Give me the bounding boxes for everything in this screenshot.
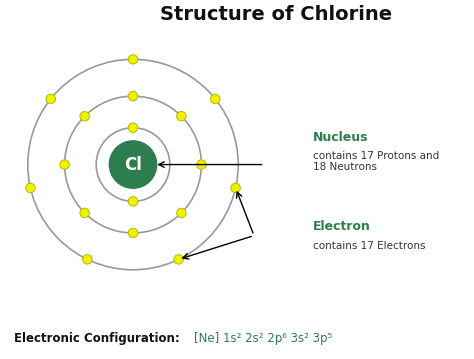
Title: Structure of Chlorine: Structure of Chlorine [160, 5, 392, 24]
Text: contains 17 Protons and
18 Neutrons: contains 17 Protons and 18 Neutrons [313, 151, 439, 172]
Circle shape [82, 255, 92, 264]
Circle shape [60, 160, 69, 169]
Text: [Ne] 1s² 2s² 2p⁶ 3s² 3p⁵: [Ne] 1s² 2s² 2p⁶ 3s² 3p⁵ [194, 332, 333, 345]
Circle shape [109, 141, 157, 188]
Text: Nucleus: Nucleus [313, 131, 368, 144]
Circle shape [231, 183, 240, 193]
Text: Cl: Cl [124, 155, 142, 173]
Circle shape [128, 92, 138, 101]
Circle shape [80, 111, 90, 121]
Circle shape [210, 94, 220, 104]
Text: Electron: Electron [313, 220, 371, 233]
Circle shape [177, 111, 186, 121]
Circle shape [80, 208, 90, 218]
Circle shape [128, 197, 138, 206]
Circle shape [177, 208, 186, 218]
Circle shape [197, 160, 206, 169]
Circle shape [46, 94, 55, 104]
Text: Electronic Configuration:: Electronic Configuration: [14, 332, 184, 345]
Circle shape [174, 255, 183, 264]
Circle shape [128, 228, 138, 238]
Circle shape [128, 123, 138, 132]
Circle shape [128, 55, 138, 64]
Circle shape [26, 183, 35, 193]
Text: contains 17 Electrons: contains 17 Electrons [313, 241, 425, 251]
